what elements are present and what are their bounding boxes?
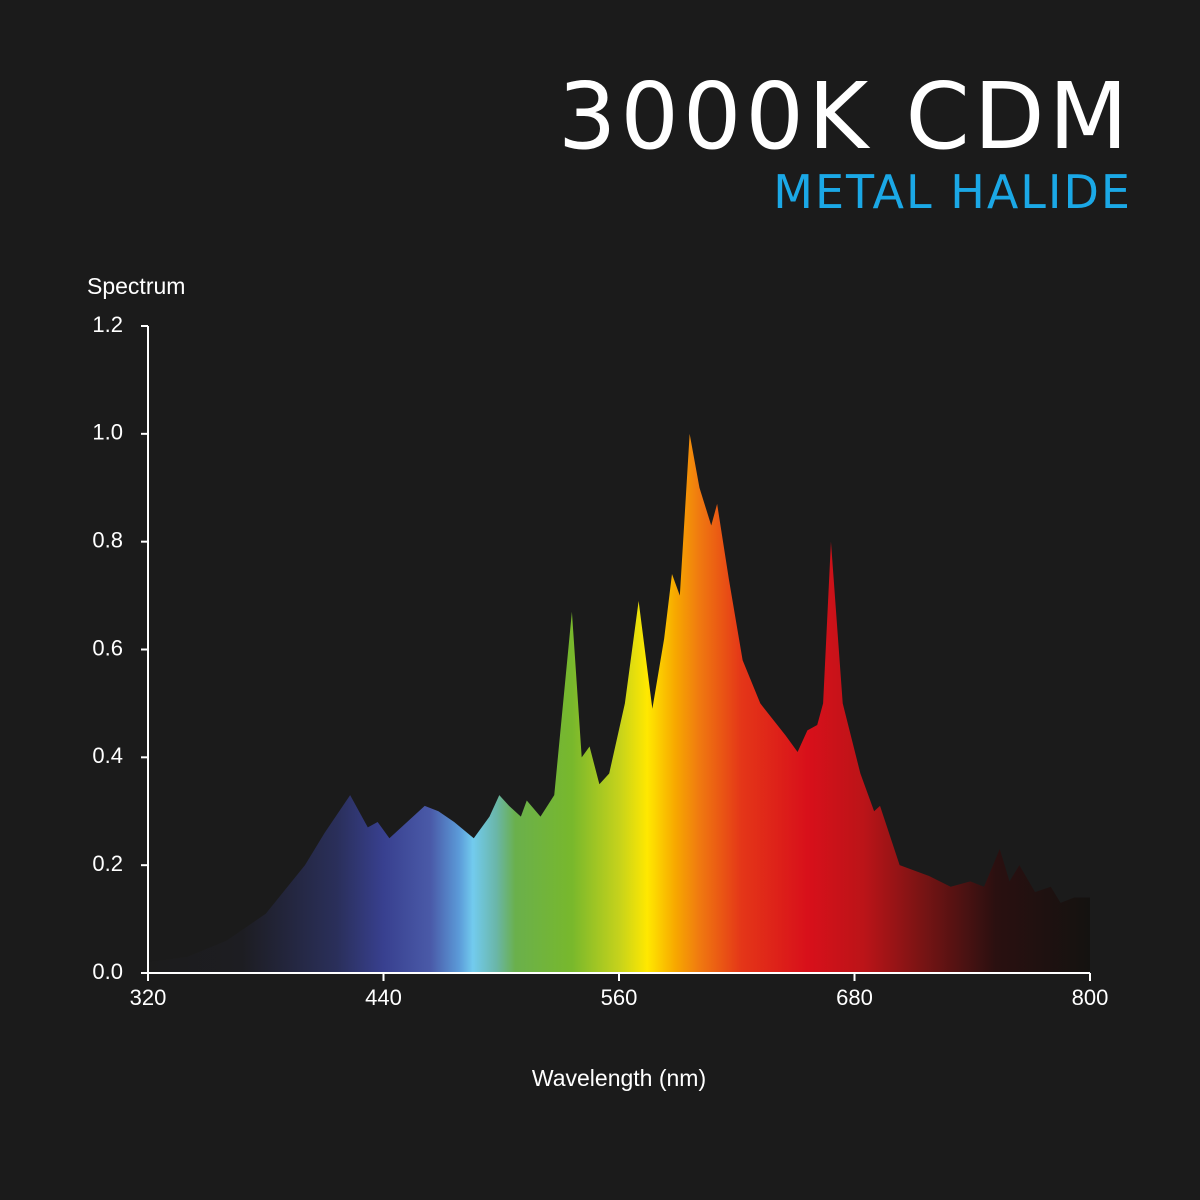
y-tick-label: 0.0	[92, 959, 123, 984]
x-tick-label: 320	[130, 985, 167, 1010]
chart-title: 3000K CDM	[558, 63, 1132, 170]
x-tick-label: 680	[836, 985, 873, 1010]
y-tick-label: 0.6	[92, 635, 123, 660]
spectrum-area	[148, 433, 1090, 973]
y-tick-label: 0.4	[92, 743, 123, 768]
y-axis-label: Spectrum	[87, 273, 185, 299]
y-tick-label: 0.8	[92, 527, 123, 552]
x-tick-label: 800	[1072, 985, 1109, 1010]
chart-subtitle: METAL HALIDE	[773, 165, 1132, 219]
x-tick-label: 440	[365, 985, 402, 1010]
y-tick-label: 0.2	[92, 851, 123, 876]
y-tick-label: 1.0	[92, 420, 123, 445]
x-axis-label: Wavelength (nm)	[532, 1065, 706, 1091]
y-tick-label: 1.2	[92, 312, 123, 337]
x-tick-label: 560	[601, 985, 638, 1010]
